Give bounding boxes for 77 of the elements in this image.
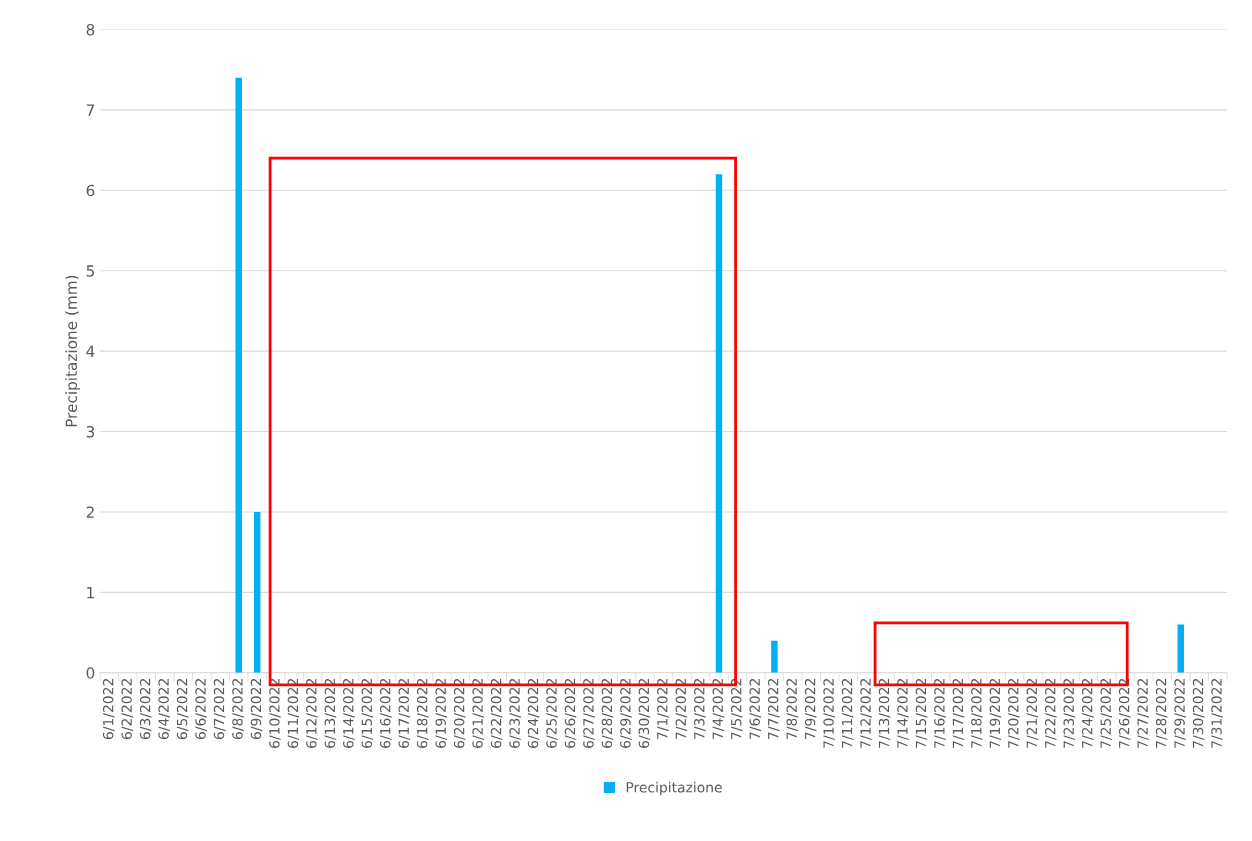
x-tick-label: 7/29/2022 bbox=[1174, 679, 1186, 748]
x-tick-label: 6/1/2022 bbox=[102, 679, 115, 740]
x-tick-label: 7/10/2022 bbox=[823, 679, 835, 748]
x-tick-label: 7/20/2022 bbox=[1008, 679, 1020, 748]
x-tick-label: 7/15/2022 bbox=[915, 679, 928, 748]
x-tick-label: 6/11/2022 bbox=[287, 679, 300, 748]
y-axis-title: Precipitazione (mm) bbox=[65, 275, 81, 427]
x-tick-label: 6/6/2022 bbox=[195, 679, 207, 740]
x-tick-label: 7/6/2022 bbox=[749, 679, 762, 739]
x-tick-label: 7/1/2022 bbox=[657, 679, 669, 739]
bar bbox=[771, 640, 778, 673]
x-tick-label: 7/9/2022 bbox=[804, 679, 817, 739]
x-tick-label: 7/5/2022 bbox=[730, 679, 743, 739]
x-tick-label: 6/9/2022 bbox=[250, 679, 263, 740]
x-tick-label: 7/11/2022 bbox=[841, 679, 854, 748]
x-tick-label: 6/5/2022 bbox=[176, 679, 189, 740]
x-tick-label: 7/7/2022 bbox=[767, 679, 780, 739]
x-tick-label: 6/27/2022 bbox=[583, 679, 595, 748]
x-tick-label: 7/25/2022 bbox=[1100, 679, 1113, 748]
x-tick-label: 6/14/2022 bbox=[343, 679, 355, 748]
x-tick-label: 7/24/2022 bbox=[1081, 679, 1094, 748]
x-tick-label: 7/14/2022 bbox=[897, 679, 909, 748]
x-tick-label: 6/24/2022 bbox=[527, 679, 540, 748]
legend-label: Precipitazione bbox=[626, 781, 722, 796]
x-tick-label: 6/16/2022 bbox=[380, 679, 392, 748]
x-tick-label: 7/28/2022 bbox=[1155, 679, 1168, 748]
y-tick-label: 6 bbox=[86, 184, 95, 197]
x-tick-label: 6/26/2022 bbox=[564, 679, 577, 748]
x-tick-label: 7/31/2022 bbox=[1211, 679, 1223, 748]
bar bbox=[253, 511, 261, 673]
bar bbox=[715, 174, 723, 673]
x-tick-label: 7/4/2022 bbox=[712, 679, 725, 739]
x-tick-label: 6/30/2022 bbox=[638, 679, 651, 748]
x-tick-label: 6/29/2022 bbox=[620, 679, 632, 748]
y-tick-label: 3 bbox=[86, 426, 95, 438]
x-tick-label: 7/19/2022 bbox=[989, 679, 1002, 748]
x-tick-label: 7/27/2022 bbox=[1137, 679, 1149, 748]
y-tick-label: 1 bbox=[87, 587, 94, 599]
x-tick-label: 6/23/2022 bbox=[509, 679, 521, 748]
x-tick-label: 6/28/2022 bbox=[601, 679, 614, 748]
y-tick-label: 8 bbox=[86, 23, 95, 36]
x-tick-label: 7/12/2022 bbox=[860, 679, 872, 748]
x-tick-label: 6/20/2022 bbox=[453, 679, 466, 748]
y-tick-label: 5 bbox=[86, 265, 94, 277]
x-tick-label: 7/21/2022 bbox=[1026, 679, 1039, 748]
x-tick-label: 6/4/2022 bbox=[158, 679, 170, 740]
x-tick-label: 6/12/2022 bbox=[306, 679, 318, 748]
x-tick-label: 6/25/2022 bbox=[546, 679, 558, 748]
x-tick-label: 7/17/2022 bbox=[952, 679, 965, 748]
y-tick-label: 7 bbox=[86, 104, 94, 116]
x-tick-label: 6/13/2022 bbox=[324, 679, 337, 748]
x-tick-label: 7/3/2022 bbox=[694, 679, 706, 739]
x-tick-label: 7/26/2022 bbox=[1118, 679, 1131, 748]
x-tick-label: 6/10/2022 bbox=[269, 679, 281, 748]
y-tick-label: 0 bbox=[86, 667, 95, 679]
x-tick-label: 6/17/2022 bbox=[398, 679, 411, 748]
x-tick-label: 7/22/2022 bbox=[1045, 679, 1057, 748]
x-tick-label: 7/30/2022 bbox=[1192, 679, 1205, 748]
x-tick-label: 7/18/2022 bbox=[971, 679, 983, 748]
x-tick-label: 6/18/2022 bbox=[416, 679, 429, 748]
y-tick-label: 2 bbox=[86, 506, 94, 518]
x-tick-label: 6/15/2022 bbox=[361, 679, 374, 748]
x-tick-label: 6/7/2022 bbox=[213, 679, 226, 740]
x-tick-label: 6/3/2022 bbox=[139, 679, 152, 740]
y-tick-label: 4 bbox=[86, 345, 95, 357]
bar bbox=[1177, 624, 1185, 673]
x-tick-label: 7/2/2022 bbox=[675, 679, 688, 739]
x-tick-label: 6/22/2022 bbox=[490, 679, 503, 748]
x-tick-label: 7/13/2022 bbox=[878, 679, 891, 748]
x-tick-label: 7/23/2022 bbox=[1063, 679, 1076, 748]
bar bbox=[235, 77, 242, 673]
x-tick-label: 6/2/2022 bbox=[121, 679, 133, 740]
x-tick-label: 6/8/2022 bbox=[232, 679, 244, 740]
x-tick-label: 7/16/2022 bbox=[934, 679, 946, 748]
x-tick-label: 6/21/2022 bbox=[472, 679, 484, 748]
x-tick-label: 7/8/2022 bbox=[786, 679, 798, 739]
x-tick-label: 6/19/2022 bbox=[435, 679, 448, 748]
